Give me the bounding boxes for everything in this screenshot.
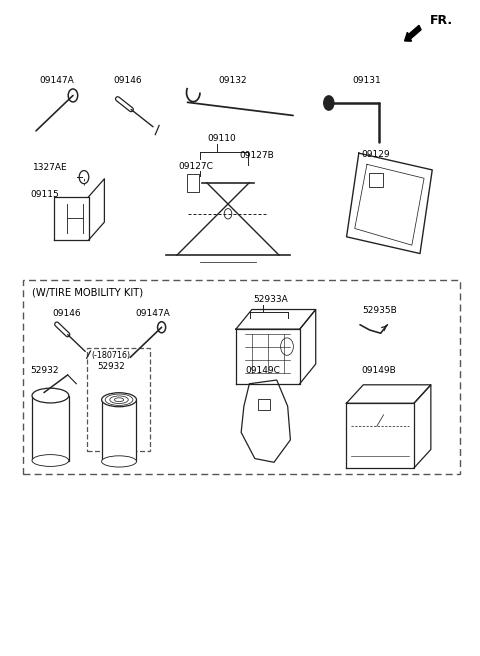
Text: 52933A: 52933A <box>253 295 288 304</box>
Text: 09149C: 09149C <box>246 366 281 375</box>
Text: 09149B: 09149B <box>361 366 396 375</box>
Ellipse shape <box>32 455 69 466</box>
Bar <box>87 348 150 451</box>
Text: 09132: 09132 <box>218 76 247 85</box>
Text: 09115: 09115 <box>30 190 59 199</box>
Text: 09146: 09146 <box>53 308 82 318</box>
Text: 52935B: 52935B <box>362 306 396 315</box>
Ellipse shape <box>32 388 69 403</box>
Text: 52932: 52932 <box>97 362 125 371</box>
Bar <box>258 399 270 410</box>
Text: 09147A: 09147A <box>136 308 170 318</box>
Text: 09146: 09146 <box>114 76 143 85</box>
Bar <box>32 396 69 461</box>
Text: 09127B: 09127B <box>239 151 274 160</box>
Text: 52932: 52932 <box>30 366 59 375</box>
Ellipse shape <box>102 456 136 467</box>
PathPatch shape <box>241 380 290 462</box>
Bar <box>187 174 199 192</box>
Text: 09110: 09110 <box>207 134 236 143</box>
Text: 09129: 09129 <box>361 150 390 159</box>
Text: 09147A: 09147A <box>39 76 74 85</box>
FancyArrow shape <box>405 26 421 41</box>
Text: 09131: 09131 <box>353 76 382 85</box>
Bar <box>102 400 136 461</box>
Bar <box>369 173 383 187</box>
Ellipse shape <box>102 393 136 407</box>
Circle shape <box>323 95 335 111</box>
Bar <box>23 280 460 474</box>
Text: FR.: FR. <box>430 14 453 28</box>
Text: (W/TIRE MOBILITY KIT): (W/TIRE MOBILITY KIT) <box>32 288 143 298</box>
Text: 09127C: 09127C <box>179 161 214 171</box>
Text: 1327AE: 1327AE <box>33 163 67 172</box>
Text: (-180716): (-180716) <box>91 351 131 360</box>
